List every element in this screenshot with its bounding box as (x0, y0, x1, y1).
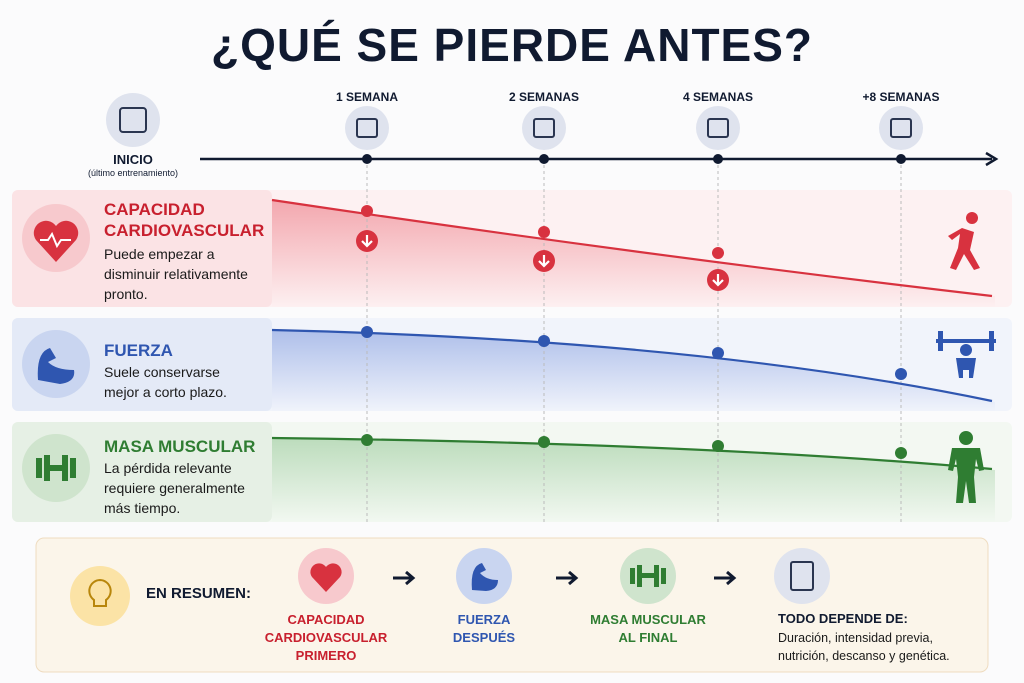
milestone: +8 SEMANAS (862, 90, 940, 104)
final-text: Duración, intensidad previa, nutrición, … (778, 631, 950, 663)
cardio-curve (271, 198, 993, 298)
row-title: CAPACIDAD CARDIOVASCULAR (104, 200, 265, 240)
milestone: 4 SEMANAS (682, 90, 753, 104)
row-text: Puede empezar a disminuir relativamente … (104, 246, 248, 302)
summary-step: FUERZA DESPUÉS (452, 612, 516, 645)
row-text: Suele conservarse mejor a corto plazo. (104, 364, 227, 400)
milestone: 1 SEMANA (335, 90, 398, 104)
final-title: TODO DEPENDE DE: (778, 611, 908, 626)
strength-curve (271, 328, 993, 403)
muscle-curve (271, 436, 993, 471)
row-title: MASA MUSCULAR (104, 437, 256, 456)
start-sub: (último entrenamiento) (87, 168, 179, 178)
row-text: La pérdida relevante requiere generalmen… (104, 460, 245, 516)
summary-step: MASA MUSCULAR AL FINAL (590, 612, 706, 645)
title: ¿QUÉ SE PIERDE ANTES? (210, 19, 814, 71)
muscle-area (272, 438, 995, 522)
start-label: INICIO (113, 152, 153, 167)
calendar-icons (106, 93, 923, 150)
milestone: 2 SEMANAS (508, 90, 579, 104)
summary-label: EN RESUMEN: (146, 585, 252, 602)
strength-area (272, 330, 995, 411)
summary-box (35, 537, 989, 673)
summary-step: CAPACIDAD CARDIOVASCULAR PRIMERO (264, 612, 388, 663)
row-title: FUERZA (104, 341, 173, 360)
